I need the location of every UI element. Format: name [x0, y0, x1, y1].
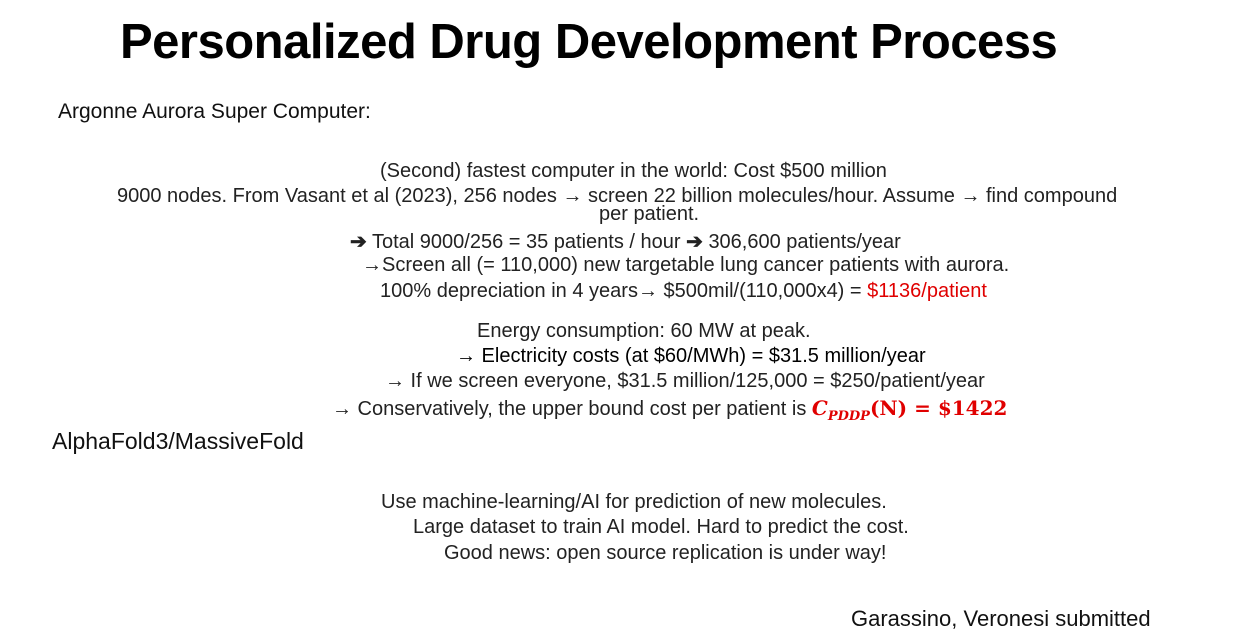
depreciation-text: 100% depreciation in 4 years→ $500mil/(1… [380, 280, 868, 302]
upper-bound-cost: → Conservatively, the upper bound cost p… [332, 396, 1007, 424]
total-patients-hour: Total 9000/256 = 35 patients / hour [371, 231, 681, 253]
arrow-icon: ➔ [686, 231, 703, 253]
aurora-line-depreciation: 100% depreciation in 4 years→ $500mil/(1… [380, 280, 987, 303]
aurora-line-per-patient: per patient. [599, 203, 700, 225]
arrow-icon: ➔ [350, 231, 367, 253]
formula-argument: (N) = [869, 396, 938, 420]
aurora-line-cost: (Second) fastest computer in the world: … [380, 160, 887, 182]
alphafold-line-ml: Use machine-learning/AI for prediction o… [381, 491, 887, 513]
alphafold-heading: AlphaFold3/MassiveFold [52, 428, 304, 454]
aurora-line-nodes: 9000 nodes. From Vasant et al (2023), 25… [117, 185, 1118, 207]
aurora-heading: Argonne Aurora Super Computer: [58, 100, 371, 123]
screen-everyone-cost: → If we screen everyone, $31.5 million/1… [385, 370, 985, 392]
formula-subscript: PDDP [827, 409, 870, 424]
formula-value: $1422 [937, 396, 1008, 420]
citation-footer: Garassino, Veronesi submitted [851, 606, 1151, 631]
formula-symbol: C [811, 396, 828, 420]
cost-formula: CPDDP(N) = $1422 [811, 396, 1008, 424]
aurora-line-screen-all: →Screen all (= 110,000) new targetable l… [362, 254, 1010, 276]
alphafold-line-dataset: Large dataset to train AI model. Hard to… [413, 516, 909, 538]
depreciation-cost: $1136/patient [867, 280, 987, 302]
total-patients-year: 306,600 patients/year [708, 231, 901, 253]
alphafold-line-news: Good news: open source replication is un… [444, 542, 887, 564]
electricity-costs: → Electricity costs (at $60/MWh) = $31.5… [456, 345, 926, 367]
upper-bound-text: → Conservatively, the upper bound cost p… [332, 398, 812, 420]
slide-title: Personalized Drug Development Process [120, 15, 1058, 69]
energy-consumption: Energy consumption: 60 MW at peak. [477, 320, 811, 342]
aurora-line-total: ➔ Total 9000/256 = 35 patients / hour ➔ … [350, 229, 901, 254]
